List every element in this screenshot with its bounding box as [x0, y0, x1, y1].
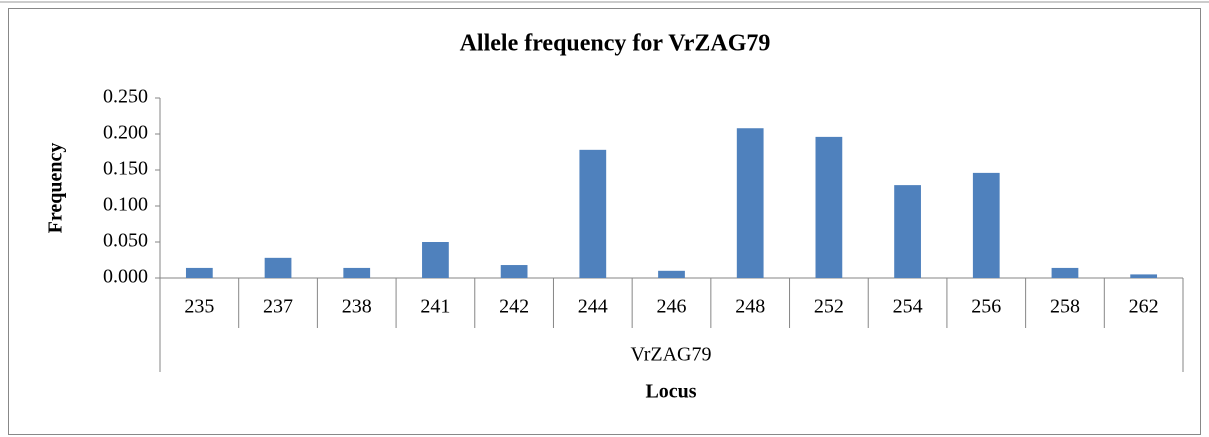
category-group-label: VrZAG79	[630, 344, 711, 366]
bar	[736, 128, 764, 278]
x-tick-label: 248	[735, 296, 765, 318]
y-tick-label: 0.200	[103, 122, 148, 144]
chart-frame	[8, 8, 1201, 435]
y-tick-label: 0.050	[103, 230, 148, 252]
chart-title: Allele frequency for VrZAG79	[460, 31, 771, 57]
x-tick-label: 256	[971, 296, 1001, 318]
bar	[579, 149, 607, 278]
bar	[1130, 274, 1158, 278]
bar	[343, 267, 371, 278]
y-tick-label: 0.150	[103, 158, 148, 180]
bar	[658, 270, 685, 278]
x-tick-label: 235	[184, 296, 214, 318]
x-axis-title: Locus	[645, 381, 696, 403]
bar	[815, 136, 843, 278]
x-tick-label: 258	[1050, 296, 1080, 318]
x-tick-label: 242	[499, 296, 529, 318]
bar	[422, 242, 449, 278]
x-tick-label: 244	[578, 296, 608, 318]
x-tick-label: 252	[814, 296, 844, 318]
bar	[894, 185, 921, 278]
bar	[500, 265, 528, 278]
bar	[1051, 267, 1079, 278]
x-tick-label: 262	[1129, 296, 1159, 318]
x-tick-label: 246	[657, 296, 687, 318]
bar	[185, 267, 213, 278]
x-tick-label: 238	[342, 296, 372, 318]
y-tick-label: 0.250	[103, 86, 148, 108]
bar	[264, 257, 292, 278]
bar	[972, 172, 1000, 278]
y-tick-label: 0.000	[103, 266, 148, 288]
x-tick-label: 237	[263, 296, 293, 318]
y-tick-label: 0.100	[103, 194, 148, 216]
x-tick-label: 254	[893, 296, 923, 318]
y-axis-title: Frequency	[45, 143, 67, 234]
x-tick-label: 241	[420, 296, 450, 318]
